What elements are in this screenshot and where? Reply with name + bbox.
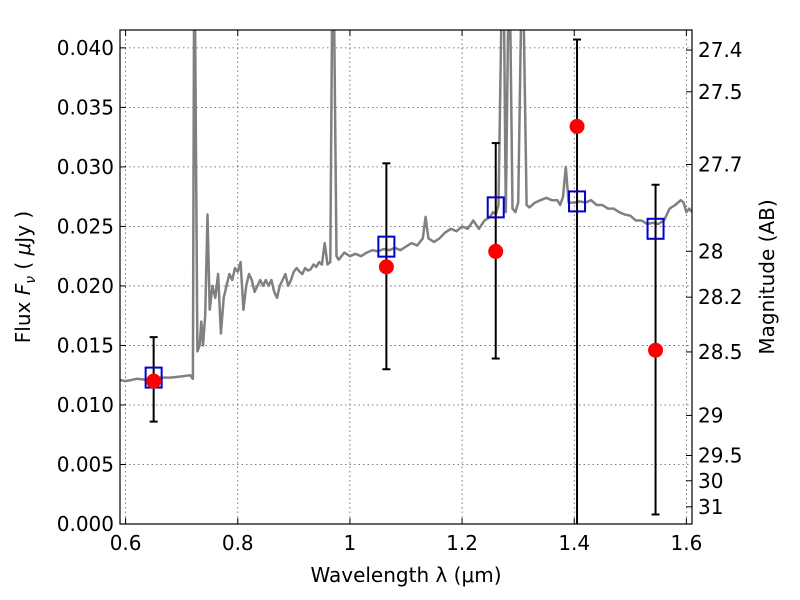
y-tick-label: 0.020 (57, 274, 114, 298)
magnitude-tick-label: 27.5 (698, 80, 743, 104)
flux-point (569, 118, 585, 134)
x-tick-label: 0.6 (110, 531, 142, 555)
model-spectrum (120, 30, 692, 383)
magnitude-tick-label: 28.2 (698, 285, 743, 309)
x-tick-label: 1 (344, 531, 357, 555)
y-tick-label: 0.030 (57, 155, 114, 179)
model-square (377, 235, 396, 258)
y-tick-label: 0.005 (57, 452, 114, 476)
magnitude-tick-label: 28 (698, 239, 723, 263)
x-axis-title: Wavelength λ (μm) (310, 563, 501, 587)
y-axis-title: Flux Fν ( μJy ) (11, 211, 39, 343)
error-bars (149, 38, 660, 524)
magnitude-tick-label: 30 (698, 469, 723, 493)
y-tick-label: 0.000 (57, 512, 114, 536)
magnitude-tick-label: 31 (698, 495, 723, 519)
plot-frame (119, 29, 693, 525)
x-tick-label: 1.2 (446, 531, 478, 555)
y-tick-label: 0.010 (57, 393, 114, 417)
model-photometry-squares (144, 190, 665, 389)
magnitude-tick-label: 27.4 (698, 38, 743, 62)
observed-flux-points (146, 118, 664, 389)
magnitude-tick-label: 29.5 (698, 443, 743, 467)
x-tick-label: 1.4 (558, 531, 590, 555)
x-tick-label: 0.8 (222, 531, 254, 555)
flux-point (378, 259, 394, 275)
magnitude-tick-label: 29 (698, 403, 723, 427)
y-tick-label: 0.015 (57, 333, 114, 357)
axis-ticks: 0.6 0.8 1 1.2 1.4 1.6 0.000 0.005 0.010 0.015 0.02… (57, 30, 743, 555)
model-square (646, 217, 665, 240)
model-square (486, 196, 505, 219)
magnitude-tick-label: 27.7 (698, 152, 743, 176)
right-axis-title: Magnitude (AB) (755, 199, 779, 354)
model-square (568, 190, 587, 213)
flux-point (648, 342, 664, 358)
flux-point (146, 373, 162, 389)
spectrum-line (120, 30, 692, 383)
y-tick-label: 0.040 (57, 36, 114, 60)
y-tick-label: 0.025 (57, 214, 114, 238)
y-tick-label: 0.035 (57, 95, 114, 119)
magnitude-tick-label: 28.5 (698, 340, 743, 364)
flux-point (488, 243, 504, 259)
x-tick-label: 1.6 (670, 531, 702, 555)
